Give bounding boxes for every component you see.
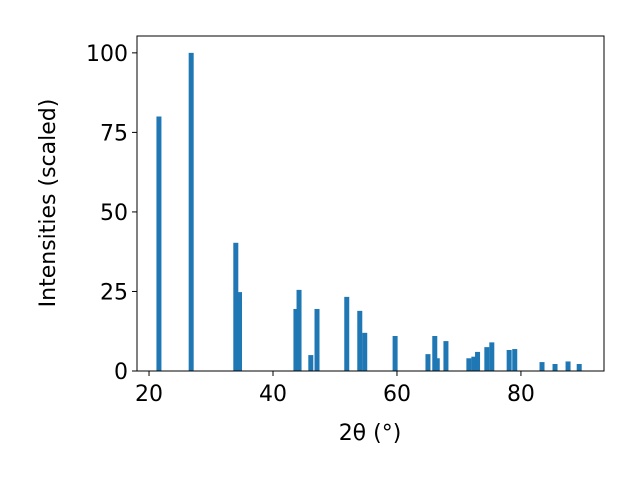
bar: [357, 310, 363, 371]
bar: [296, 289, 302, 371]
x-tick-label: 60: [383, 382, 411, 407]
bar: [552, 364, 558, 371]
bar: [443, 341, 449, 371]
plot-frame: [136, 35, 605, 372]
bar: [539, 362, 545, 371]
x-tick-label: 80: [507, 382, 535, 407]
bar: [308, 355, 314, 371]
x-tick-label: 40: [259, 382, 287, 407]
bar: [471, 356, 477, 371]
x-tick-label: 20: [135, 382, 163, 407]
y-tick-label: 0: [114, 360, 128, 385]
bar: [489, 342, 495, 371]
bar: [156, 116, 162, 372]
bar: [233, 242, 239, 371]
bar: [293, 308, 299, 371]
bar: [576, 364, 582, 371]
y-tick-label: 25: [100, 280, 128, 305]
y-tick-label: 100: [86, 42, 128, 67]
y-tick-label: 75: [100, 121, 128, 146]
x-axis-label: 2θ (°): [339, 421, 402, 446]
bar: [188, 52, 194, 371]
bar: [314, 308, 320, 371]
bar: [344, 296, 350, 371]
bar: [237, 292, 243, 371]
bar: [506, 350, 512, 371]
bar: [434, 358, 440, 371]
bar: [425, 354, 431, 371]
bar: [484, 347, 490, 371]
bar: [565, 361, 571, 371]
y-tick-label: 50: [100, 201, 128, 226]
y-axis-label: Intensities (scaled): [36, 99, 61, 308]
bar: [475, 351, 481, 371]
bar: [362, 332, 368, 371]
bar: [466, 358, 472, 371]
bar: [392, 336, 398, 371]
bar: [432, 336, 438, 371]
bar: [512, 349, 518, 371]
